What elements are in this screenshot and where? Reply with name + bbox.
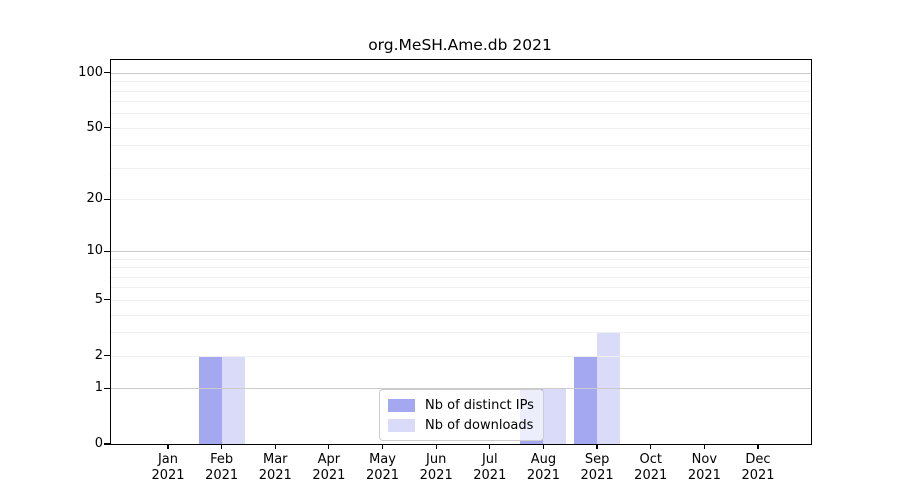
gridline-80 xyxy=(111,90,811,92)
bar-sep-distinct-ips xyxy=(574,355,598,444)
x-tick-label-jun: Jun 2021 xyxy=(419,452,453,483)
gridline-40 xyxy=(111,145,811,147)
y-tick-label-50: 50 xyxy=(86,119,103,135)
y-tick-label-5: 5 xyxy=(94,291,103,307)
gridline-100 xyxy=(111,72,811,74)
legend-label-distinct-ips: Nb of distinct IPs xyxy=(425,397,534,413)
bar-feb-distinct-ips xyxy=(198,355,222,444)
legend-item-distinct-ips: Nb of distinct IPs xyxy=(388,395,535,415)
x-tick-jan xyxy=(167,444,169,449)
x-tick-dec xyxy=(757,444,759,449)
x-tick-aug xyxy=(542,444,545,449)
gridline-30 xyxy=(111,167,811,169)
y-tick-label-1: 1 xyxy=(94,380,103,396)
x-tick-label-dec: Dec 2021 xyxy=(741,452,775,483)
gridline-1 xyxy=(111,388,811,390)
x-tick-may xyxy=(381,444,384,449)
x-tick-oct xyxy=(650,444,652,449)
gridline-60 xyxy=(111,113,811,115)
x-tick-label-nov: Nov 2021 xyxy=(687,452,721,483)
bar-feb-downloads xyxy=(221,355,245,444)
gridline-6 xyxy=(111,287,811,289)
x-tick-nov xyxy=(703,444,705,449)
gridline-9 xyxy=(111,258,811,260)
y-tick-100 xyxy=(104,72,110,74)
plot-area: 0 1 2 5 10 20 50 100 Jan 2021 Feb 2021 Mar 2021 Apr 202… xyxy=(78,59,812,483)
x-tick-label-apr: Apr 2021 xyxy=(312,452,346,483)
x-tick-label-jul: Jul 2021 xyxy=(473,452,507,483)
gridline-4 xyxy=(111,314,811,316)
x-tick-label-aug: Aug 2021 xyxy=(526,452,560,483)
y-tick-0 xyxy=(104,443,110,445)
x-tick-label-may: May 2021 xyxy=(365,452,400,483)
legend-item-downloads: Nb of downloads xyxy=(388,415,535,435)
bar-aug-downloads xyxy=(543,388,567,444)
x-tick-label-jan: Jan 2021 xyxy=(151,452,185,483)
gridline-10 xyxy=(111,251,811,253)
y-tick-label-2: 2 xyxy=(94,347,103,363)
y-tick-5 xyxy=(104,299,110,301)
axes-layer: 0 1 2 5 10 20 50 100 Jan 2021 Feb 2021 Mar 2021 Apr 202… xyxy=(78,60,811,483)
gridline-20 xyxy=(111,199,811,201)
chart-title: org.MeSH.Ame.db 2021 xyxy=(368,36,552,54)
y-tick-label-0: 0 xyxy=(94,436,103,451)
y-tick-20 xyxy=(104,198,110,200)
legend-swatch-downloads xyxy=(388,418,415,432)
x-tick-jun xyxy=(435,444,437,449)
gridline-90 xyxy=(111,81,811,83)
y-tick-2 xyxy=(104,355,110,357)
y-tick-label-20: 20 xyxy=(86,191,103,207)
y-tick-1 xyxy=(104,387,110,389)
gridline-2 xyxy=(111,355,811,357)
y-tick-label-100: 100 xyxy=(78,64,103,80)
grid-layer xyxy=(111,60,811,444)
legend-swatch-distinct-ips xyxy=(388,398,415,412)
gridline-70 xyxy=(111,101,811,103)
x-tick-sep xyxy=(596,444,598,449)
gridline-8 xyxy=(111,267,811,269)
y-tick-label-10: 10 xyxy=(86,243,103,259)
y-tick-10 xyxy=(104,250,110,252)
x-tick-label-feb: Feb 2021 xyxy=(205,452,239,483)
legend-label-downloads: Nb of downloads xyxy=(425,417,534,433)
x-tick-label-mar: Mar 2021 xyxy=(258,452,292,483)
y-tick-50 xyxy=(104,127,110,129)
legend: Nb of distinct IPs Nb of downloads xyxy=(379,389,544,441)
gridline-50 xyxy=(111,127,811,129)
gridline-5 xyxy=(111,299,811,301)
x-tick-jul xyxy=(489,444,491,449)
x-tick-feb xyxy=(221,444,223,449)
gridline-7 xyxy=(111,276,811,278)
x-tick-mar xyxy=(274,444,276,449)
gridline-3 xyxy=(111,332,811,334)
x-tick-apr xyxy=(328,444,330,449)
x-tick-label-sep: Sep 2021 xyxy=(580,452,614,483)
x-tick-label-oct: Oct 2021 xyxy=(634,452,668,483)
